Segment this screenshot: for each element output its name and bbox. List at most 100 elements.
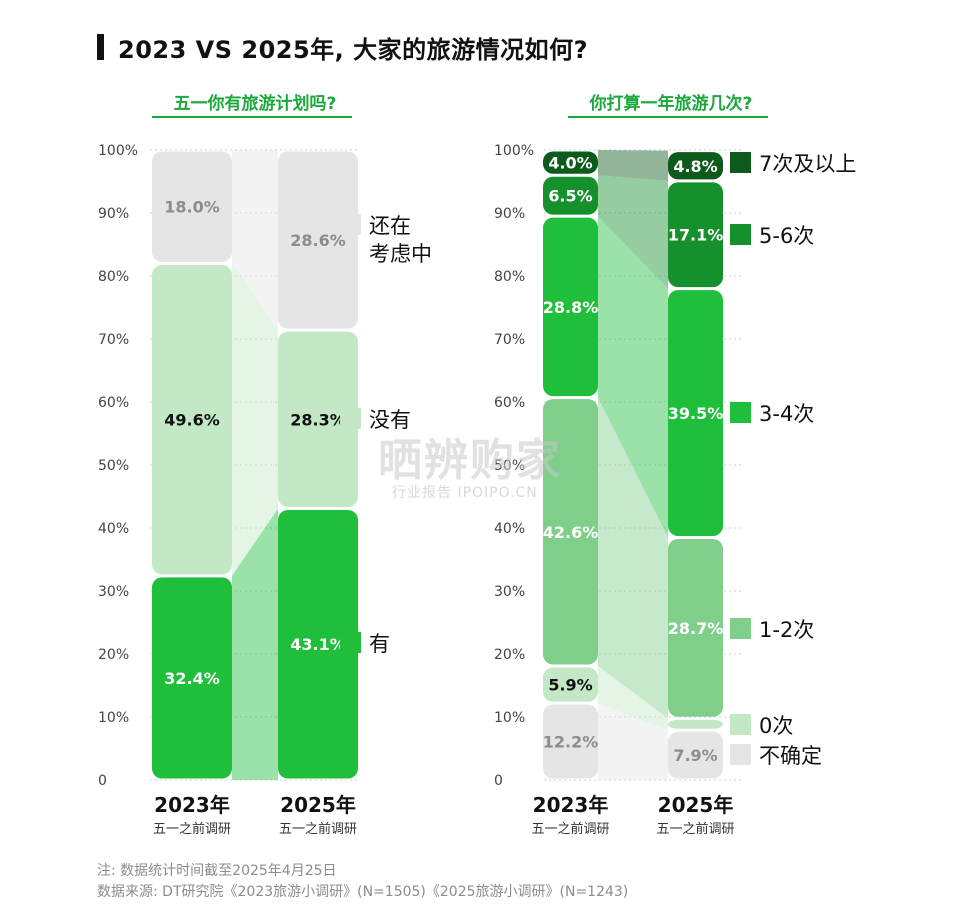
legend-swatch: [730, 152, 751, 173]
connector-band: [232, 150, 278, 331]
connector-band: [598, 665, 668, 731]
y-tick-label: 70%: [494, 332, 525, 348]
connector-band: [598, 150, 668, 181]
legend-swatch: [730, 224, 751, 245]
data-label: 28.8%: [543, 298, 599, 317]
legend-label: 0次: [759, 714, 793, 738]
y-tick-label: 50%: [494, 458, 525, 474]
data-label: 18.0%: [164, 198, 220, 217]
data-label: 49.6%: [164, 411, 220, 430]
bar-segment: [668, 719, 723, 729]
bar-segment: [543, 399, 598, 665]
connector-band: [598, 175, 668, 289]
data-label: 4.0%: [548, 154, 592, 173]
y-tick-label: 60%: [494, 395, 525, 411]
y-tick-label: 10%: [98, 710, 129, 726]
x-category-sublabel: 五一之前调研: [153, 821, 231, 837]
y-tick-label: 0: [494, 773, 503, 789]
data-label: 28.6%: [290, 231, 346, 250]
bar-segment: [668, 152, 723, 180]
connector-band: [598, 216, 668, 538]
connector-band: [598, 397, 668, 719]
left-chart-subtitle: 五一你有旅游计划吗?: [173, 94, 337, 114]
data-label: 43.1%: [290, 635, 346, 654]
bar-segment: [152, 577, 232, 779]
right-subtitle-underline: [568, 116, 768, 118]
data-label: 5.9%: [548, 676, 592, 695]
x-category-label: 2023年: [533, 793, 609, 817]
y-tick-label: 10%: [494, 710, 525, 726]
legend-label: 不确定: [759, 744, 822, 768]
y-tick-label: 100%: [98, 143, 138, 159]
chart-1: 0 10% 20% 30% 40% 50% 60% 70% 80% 90% 100% 32.4% 43.…: [98, 143, 432, 837]
bar-segment: [543, 151, 598, 174]
y-tick-label: 90%: [98, 206, 129, 222]
y-tick-label: 80%: [494, 269, 525, 285]
chart-2: 0 10% 20% 30% 40% 50% 60% 70% 80% 90% 100% 12.2% 7.9…: [494, 143, 856, 837]
y-tick-label: 100%: [494, 143, 534, 159]
data-label: 42.6%: [543, 523, 599, 542]
note-line-2: 数据来源: DT研究院《2023旅游小调研》(N=1505)《2025旅游小调研…: [97, 884, 629, 900]
y-tick-label: 20%: [494, 647, 525, 663]
bar-segment: [278, 331, 358, 507]
bar-segment: [152, 264, 232, 575]
bar-segment: [668, 731, 723, 779]
watermark-sub: 行业报告 IPOIPO.CN: [392, 485, 538, 501]
y-tick-label: 0: [98, 773, 107, 789]
x-category-sublabel: 五一之前调研: [279, 821, 357, 837]
watermark: 晒辨购家: [378, 435, 562, 486]
data-label: 39.5%: [668, 404, 724, 423]
data-label: 6.5%: [548, 187, 592, 206]
data-label: 17.1%: [668, 226, 724, 245]
data-label: 7.9%: [673, 746, 717, 765]
legend-swatch: [730, 714, 751, 735]
data-label: 12.2%: [543, 733, 599, 752]
legend-swatch: [730, 744, 751, 765]
bar-segment: [543, 217, 598, 397]
connector-band: [232, 508, 278, 780]
legend-swatch: [730, 402, 751, 423]
bar-segment: [543, 667, 598, 702]
x-category-label: 2025年: [280, 793, 356, 817]
legend-swatch: [340, 214, 361, 235]
legend-label: 有: [369, 632, 390, 656]
y-tick-label: 80%: [98, 269, 129, 285]
legend-label: 3-4次: [759, 402, 814, 426]
x-category-sublabel: 五一之前调研: [656, 821, 734, 837]
bar-segment: [668, 290, 723, 536]
legend-label: 没有: [369, 408, 411, 432]
title-accent-bar: [97, 34, 104, 60]
connector-band: [232, 263, 278, 576]
main-title: 2023 VS 2025年, 大家的旅游情况如何?: [118, 36, 589, 64]
bar-segment: [668, 182, 723, 288]
y-tick-label: 90%: [494, 206, 525, 222]
note-line-1: 注: 数据统计时间截至2025年4月25日: [97, 863, 337, 879]
x-category-sublabel: 五一之前调研: [531, 821, 609, 837]
data-label: 32.4%: [164, 669, 220, 688]
bar-segment: [543, 704, 598, 779]
data-label: 28.3%: [290, 410, 346, 429]
data-label: 4.8%: [673, 157, 717, 176]
bar-segment: [152, 151, 232, 262]
legend-label: 考虑中: [369, 242, 432, 266]
data-label: 28.7%: [668, 619, 724, 638]
y-tick-label: 50%: [98, 458, 129, 474]
y-tick-label: 60%: [98, 395, 129, 411]
x-category-label: 2023年: [154, 793, 230, 817]
legend-label: 5-6次: [759, 224, 814, 248]
y-tick-label: 30%: [98, 584, 129, 600]
legend-swatch: [340, 408, 361, 429]
legend-label: 7次及以上: [759, 152, 856, 176]
bar-segment: [543, 176, 598, 215]
x-category-label: 2025年: [658, 793, 734, 817]
right-chart-subtitle: 你打算一年旅游几次?: [589, 94, 753, 114]
y-tick-label: 40%: [494, 521, 525, 537]
y-tick-label: 40%: [98, 521, 129, 537]
left-subtitle-underline: [152, 116, 352, 118]
legend-label: 还在: [369, 214, 411, 238]
y-tick-label: 70%: [98, 332, 129, 348]
connector-band: [598, 703, 668, 780]
y-tick-label: 30%: [494, 584, 525, 600]
